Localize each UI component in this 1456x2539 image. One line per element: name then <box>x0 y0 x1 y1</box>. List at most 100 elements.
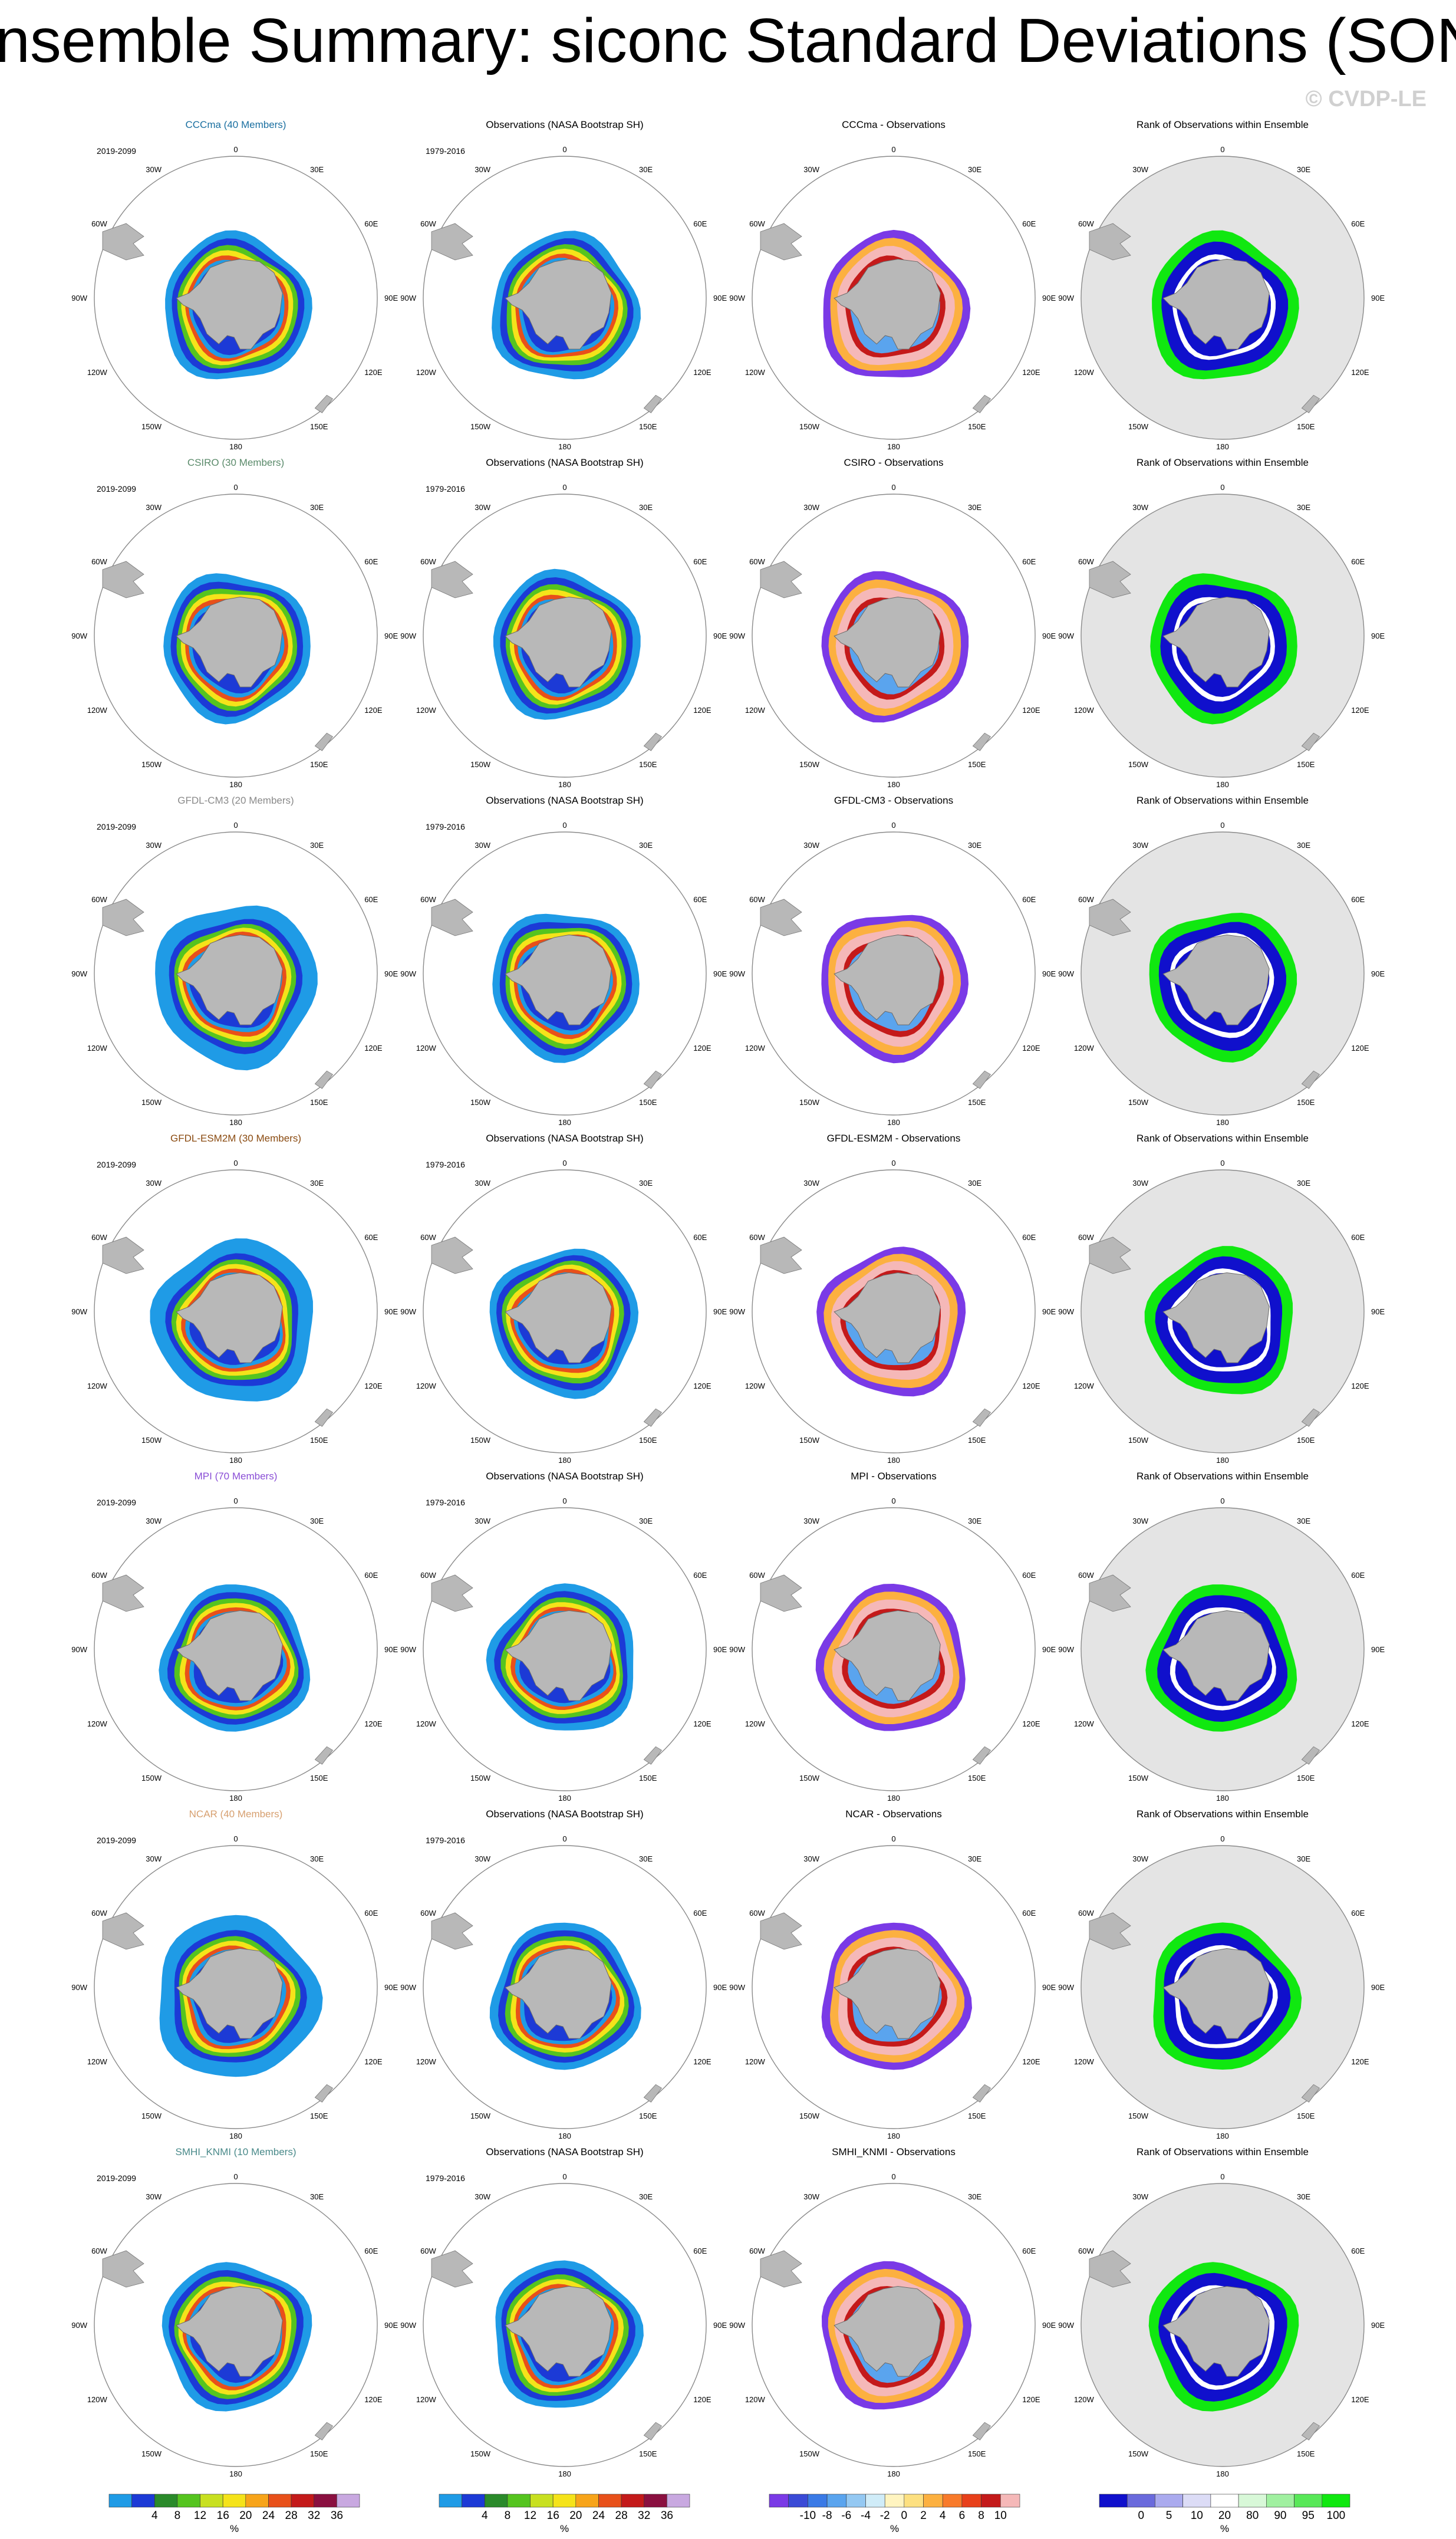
meridian-label: 90E <box>384 632 398 640</box>
colorbar-swatch <box>1000 2494 1020 2508</box>
land-fragment <box>431 899 473 936</box>
meridian-label: 30E <box>639 1179 653 1188</box>
meridian-label: 60E <box>1022 1571 1036 1580</box>
antarctica-land <box>834 1610 941 1701</box>
meridian-label: 120W <box>745 368 766 377</box>
meridian-label: 150W <box>799 1774 820 1782</box>
land-fragment <box>431 2250 473 2288</box>
antarctica-land <box>176 1272 283 1363</box>
meridian-label: 180 <box>887 442 900 451</box>
meridian-label: 150W <box>141 760 162 769</box>
period-label: 2019-2099 <box>97 1498 136 1507</box>
meridian-label: 120E <box>693 1382 711 1390</box>
meridian-label: 180 <box>558 1118 571 1127</box>
meridian-label: 150W <box>141 422 162 431</box>
colorbar-swatch <box>621 2494 644 2508</box>
meridian-label: 120E <box>364 1044 383 1053</box>
meridian-label: 90W <box>71 1983 87 1992</box>
meridian-label: 30W <box>803 1854 819 1863</box>
map-panel-CCCma-difference: CCCma - Observations 0 30E 60E 90E 120E 150E 18… <box>729 119 1056 451</box>
land-fragment <box>431 223 473 261</box>
colorbar-tick-label: 16 <box>217 2510 229 2522</box>
period-label: 2019-2099 <box>97 822 136 831</box>
meridian-label: 90W <box>1058 1983 1074 1992</box>
colorbar-swatch <box>981 2494 1001 2508</box>
colorbar-tick-label: 8 <box>978 2510 984 2522</box>
meridian-label: 90E <box>713 632 727 640</box>
meridian-label: 90W <box>729 969 745 978</box>
meridian-label: 150E <box>310 1436 328 1445</box>
meridian-label: 90W <box>400 1983 416 1992</box>
colorbar-swatch <box>245 2494 269 2508</box>
meridian-label: 150W <box>470 2449 491 2458</box>
colorbar-tick-label: 5 <box>1166 2510 1172 2522</box>
map-panel-GFDL-CM3-ensemble: GFDL-CM3 (20 Members) 2019-2099 0 30E 60E 90E… <box>71 795 398 1127</box>
meridian-label: 180 <box>1216 1794 1229 1803</box>
colorbar-swatch <box>1126 2494 1155 2508</box>
meridian-label: 120E <box>693 368 711 377</box>
panel-title: Rank of Observations within Ensemble <box>1137 1471 1309 1482</box>
antarctica-land <box>176 258 283 350</box>
land-fragment <box>643 2422 662 2441</box>
meridian-label: 180 <box>887 2132 900 2140</box>
meridian-label: 0 <box>891 1497 895 1505</box>
meridian-label: 30E <box>639 2192 653 2201</box>
antarctica-land <box>505 596 612 688</box>
meridian-label: 150W <box>799 1098 820 1107</box>
meridian-label: 90W <box>1058 632 1074 640</box>
meridian-label: 60W <box>420 557 436 566</box>
colorbar-swatch <box>1182 2494 1211 2508</box>
colorbar-swatch <box>1266 2494 1294 2508</box>
meridian-label: 90E <box>713 294 727 302</box>
panel-title: GFDL-ESM2M - Observations <box>827 1133 961 1144</box>
land-fragment <box>760 1912 802 1950</box>
land-fragment <box>643 394 662 413</box>
meridian-label: 180 <box>887 1794 900 1803</box>
land-fragment <box>431 1574 473 1612</box>
meridian-label: 120W <box>416 1382 437 1390</box>
antarctica-land <box>176 596 283 688</box>
meridian-label: 120E <box>1022 1719 1040 1728</box>
land-fragment <box>102 1236 144 1274</box>
meridian-label: 90W <box>400 632 416 640</box>
meridian-label: 0 <box>891 2172 895 2181</box>
meridian-label: 60W <box>91 1571 107 1580</box>
meridian-label: 60E <box>693 219 707 228</box>
panel-title: Rank of Observations within Ensemble <box>1137 795 1309 806</box>
meridian-label: 60E <box>1022 557 1036 566</box>
meridian-label: 60E <box>364 1909 378 1918</box>
antarctica-land <box>176 934 283 1025</box>
meridian-label: 180 <box>229 2132 242 2140</box>
meridian-label: 120W <box>1074 2395 1095 2404</box>
meridian-label: 150W <box>470 1098 491 1107</box>
colorbar-tick-label: 4 <box>482 2510 488 2522</box>
panel-title: Rank of Observations within Ensemble <box>1137 1808 1309 1820</box>
land-fragment <box>102 1912 144 1950</box>
period-label: 1979-2016 <box>426 146 465 156</box>
antarctica-land <box>505 2285 612 2377</box>
colorbar-tick-label: 8 <box>174 2510 181 2522</box>
meridian-label: 150W <box>1128 422 1149 431</box>
meridian-label: 150W <box>1128 2449 1149 2458</box>
meridian-label: 150E <box>639 1774 657 1782</box>
meridian-label: 0 <box>233 1159 238 1167</box>
meridian-label: 0 <box>562 2172 566 2181</box>
land-fragment <box>314 1070 333 1089</box>
land-fragment <box>1089 899 1131 936</box>
period-label: 1979-2016 <box>426 1498 465 1507</box>
map-panel-SMHI_KNMI-ensemble: SMHI_KNMI (10 Members) 2019-2099 0 30E 60E 90… <box>71 2146 398 2478</box>
colorbar-swatch <box>314 2494 337 2508</box>
meridian-label: 120W <box>1074 2057 1095 2066</box>
antarctica-land <box>505 1272 612 1363</box>
land-fragment <box>314 2084 333 2103</box>
meridian-label: 30E <box>310 841 324 850</box>
meridian-label: 120E <box>364 2057 383 2066</box>
colorbar-tick-label: 6 <box>959 2510 966 2522</box>
map-panel-CSIRO-observations: Observations (NASA Bootstrap SH) 1979-201… <box>400 457 727 789</box>
colorbar-swatch <box>1238 2494 1267 2508</box>
panel-title: GFDL-CM3 - Observations <box>834 795 953 806</box>
meridian-label: 90W <box>1058 294 1074 302</box>
meridian-label: 60W <box>91 219 107 228</box>
